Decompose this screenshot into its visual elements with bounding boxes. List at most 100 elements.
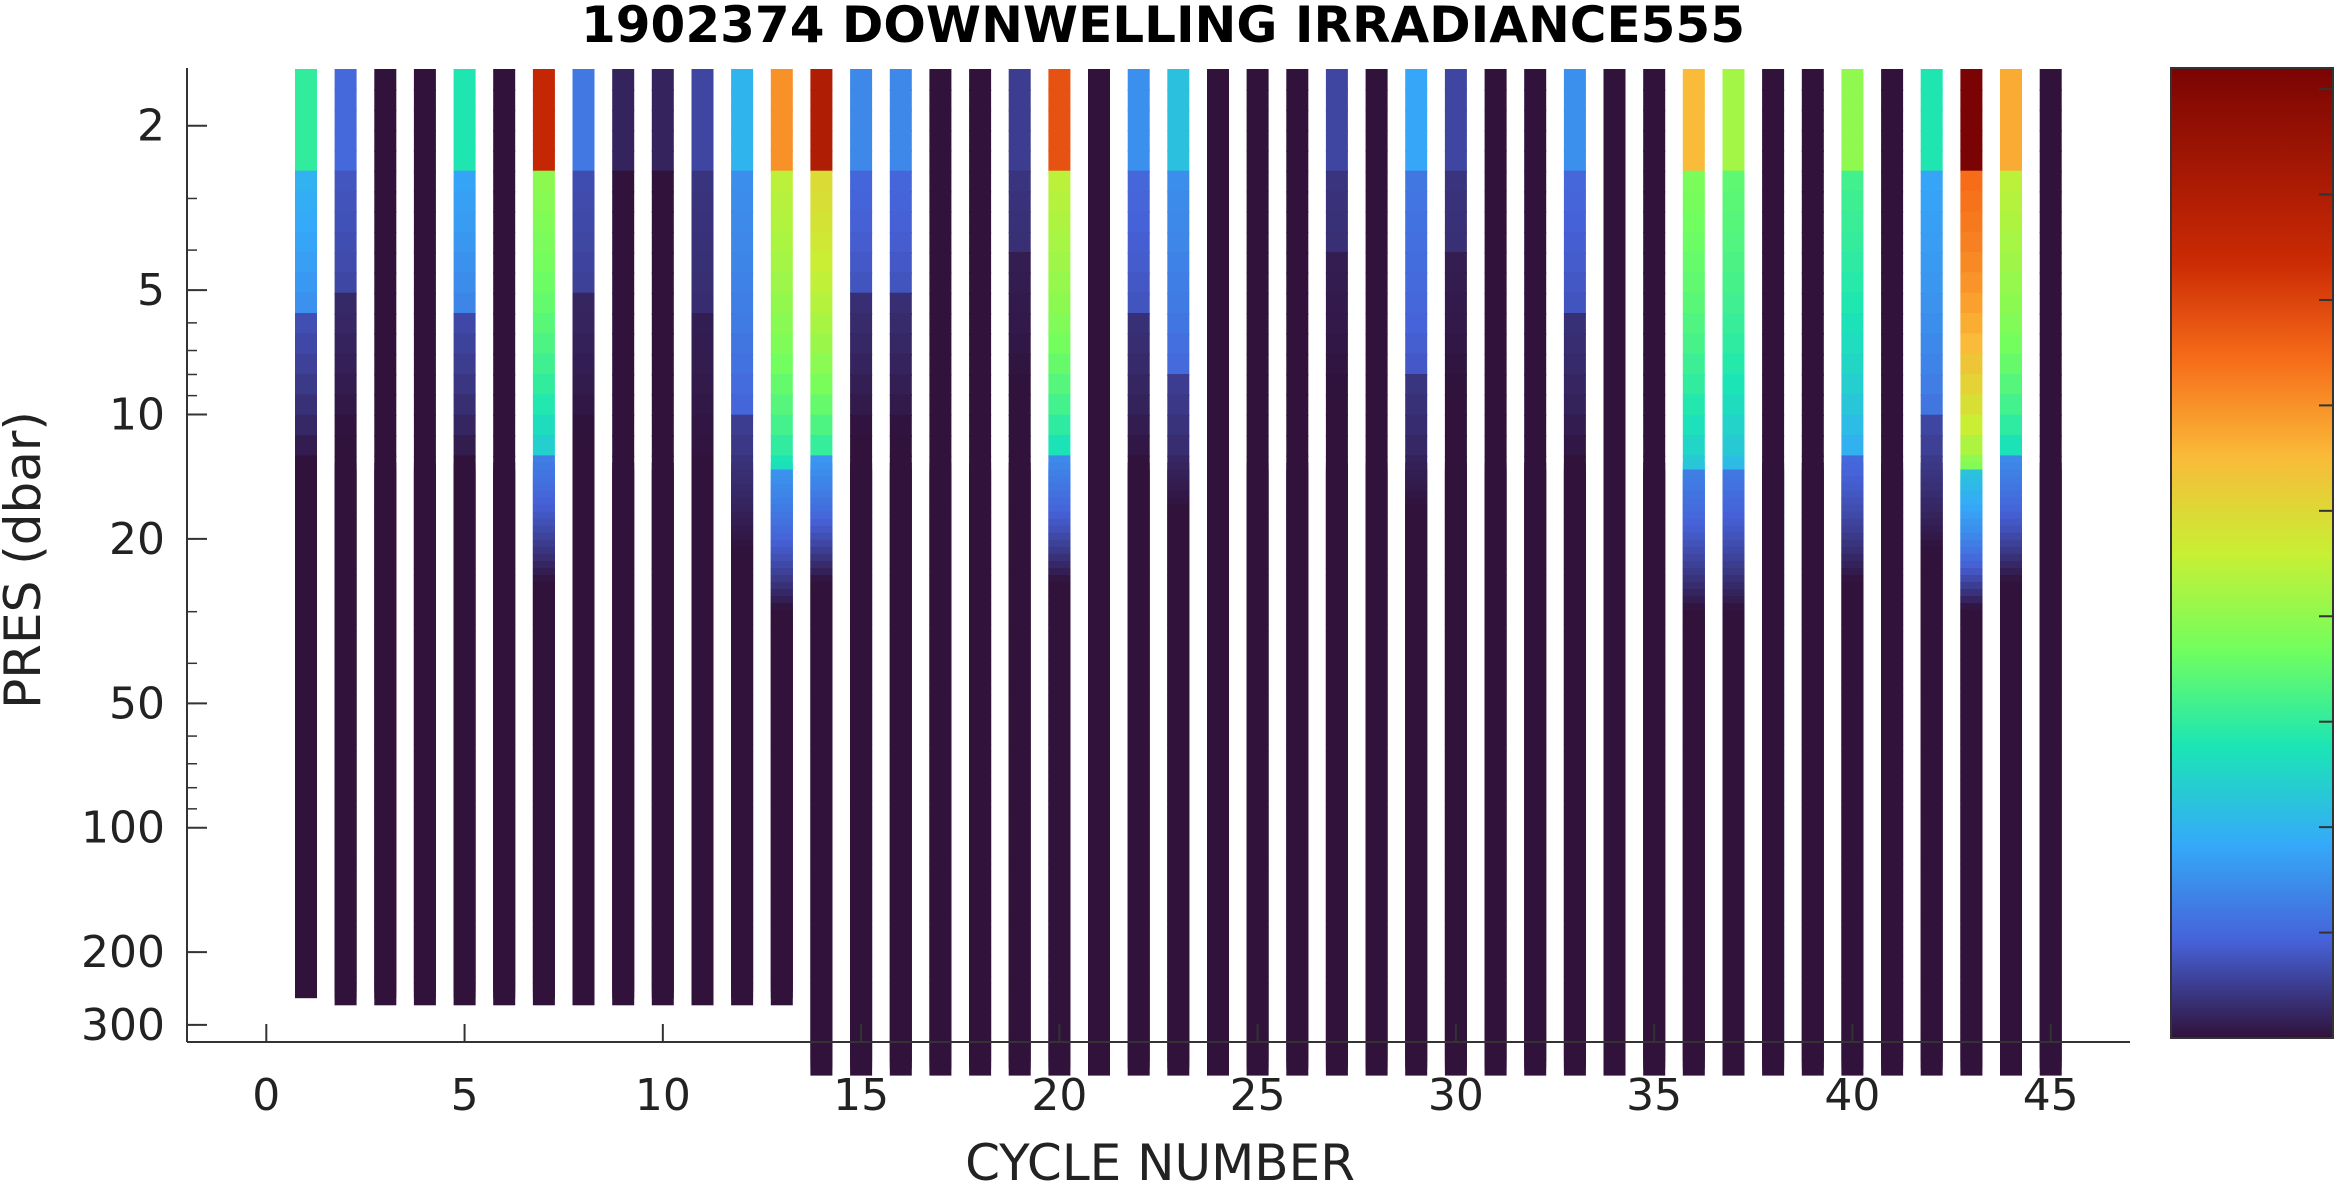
data-point (1603, 89, 1626, 112)
data-point (2039, 109, 2062, 132)
y-tick-label: 5 (137, 265, 165, 316)
data-point (850, 191, 873, 213)
data-point (453, 191, 476, 213)
data-point (651, 170, 674, 193)
data-point (1008, 150, 1031, 173)
data-point (810, 272, 833, 295)
data-point (1405, 109, 1428, 132)
data-point (770, 292, 793, 315)
data-point (889, 69, 912, 91)
data-point (1881, 150, 1904, 173)
data-point (1563, 333, 1586, 356)
data-point (1920, 1053, 1943, 1076)
data-point (413, 89, 436, 112)
data-point (1960, 435, 1983, 457)
data-point (295, 231, 317, 254)
data-point (1762, 414, 1785, 437)
data-point (1365, 414, 1388, 437)
data-point (1127, 69, 1150, 91)
data-point (1444, 313, 1467, 335)
data-point (1246, 231, 1269, 254)
data-point (770, 983, 793, 1006)
data-point (532, 333, 555, 356)
data-point (1841, 231, 1864, 254)
data-point (691, 170, 714, 193)
data-point (1801, 353, 1824, 376)
x-tick-label: 15 (833, 1070, 889, 1121)
x-tick-label: 10 (635, 1070, 691, 1121)
data-point (493, 313, 516, 335)
data-marks (295, 69, 2062, 1076)
data-point (1722, 231, 1745, 254)
data-point (1643, 109, 1666, 132)
data-point (1127, 150, 1150, 173)
data-point (1920, 69, 1943, 91)
data-point (1365, 313, 1388, 335)
data-point (1643, 252, 1666, 274)
data-point (1960, 89, 1983, 112)
data-point (1246, 150, 1269, 173)
data-point (1643, 272, 1666, 295)
data-point (1365, 170, 1388, 193)
data-point (1008, 435, 1031, 457)
data-point (1365, 394, 1388, 417)
data-point (1207, 353, 1229, 376)
data-point (295, 313, 317, 335)
data-point (810, 313, 833, 335)
data-point (1762, 211, 1785, 234)
data-point (1365, 435, 1388, 457)
data-point (295, 211, 317, 234)
y-tick-label: 100 (81, 803, 165, 854)
data-point (770, 353, 793, 376)
data-point (1484, 313, 1507, 335)
data-point (889, 1053, 912, 1076)
data-point (2000, 272, 2022, 295)
data-point (374, 191, 397, 213)
data-point (1405, 1053, 1428, 1076)
data-point (969, 231, 992, 254)
data-point (1722, 292, 1745, 315)
data-point (1563, 231, 1586, 254)
data-point (1008, 394, 1031, 417)
data-point (334, 353, 357, 376)
data-point (572, 109, 595, 132)
data-point (1405, 374, 1428, 396)
data-point (810, 89, 833, 112)
data-point (374, 353, 397, 376)
data-point (1484, 89, 1507, 112)
data-point (493, 211, 516, 234)
data-point (1207, 272, 1229, 295)
data-point (1643, 313, 1666, 335)
data-point (1405, 272, 1428, 295)
data-point (1682, 252, 1705, 274)
data-point (1048, 333, 1071, 356)
data-point (2000, 211, 2022, 234)
data-point (334, 252, 357, 274)
data-point (651, 272, 674, 295)
data-point (1563, 130, 1586, 152)
data-point (1167, 435, 1190, 457)
data-point (1722, 170, 1745, 193)
data-point (1920, 272, 1943, 295)
data-point (1286, 272, 1309, 295)
data-point (810, 150, 833, 173)
data-point (810, 130, 833, 152)
data-point (1563, 313, 1586, 335)
data-point (691, 69, 714, 91)
data-point (1286, 435, 1309, 457)
data-point (651, 983, 674, 1006)
data-point (1643, 69, 1666, 91)
data-point (612, 374, 635, 396)
data-point (1682, 89, 1705, 112)
data-point (1722, 353, 1745, 376)
data-point (1246, 1053, 1269, 1076)
data-point (1207, 211, 1229, 234)
data-point (1920, 414, 1943, 437)
data-point (295, 292, 317, 315)
data-point (929, 130, 952, 152)
data-point (1325, 292, 1348, 315)
data-point (1563, 191, 1586, 213)
data-point (810, 394, 833, 417)
data-point (493, 130, 516, 152)
data-point (889, 130, 912, 152)
